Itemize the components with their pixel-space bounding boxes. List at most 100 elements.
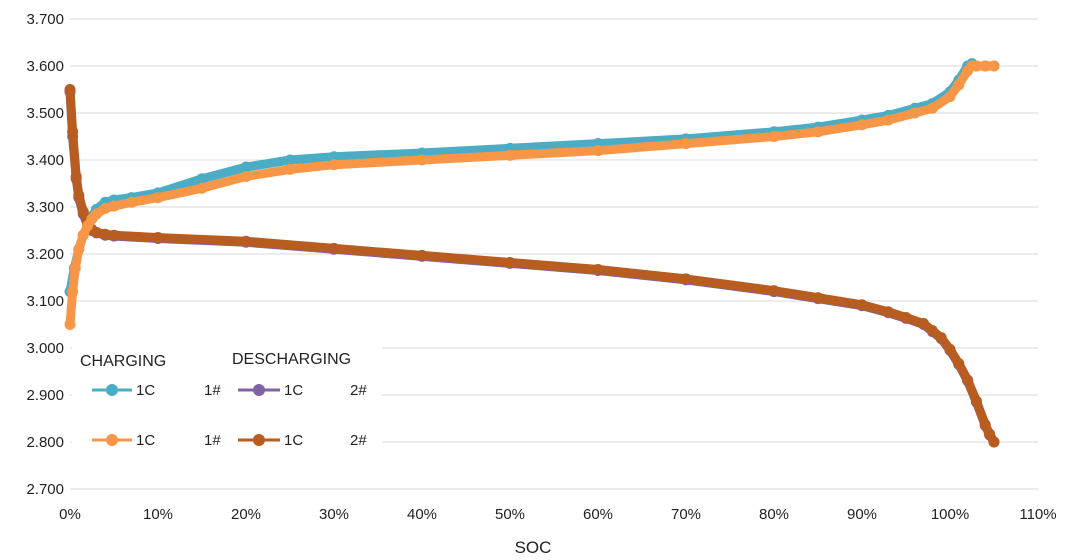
data-point <box>77 206 89 218</box>
data-point <box>944 343 956 355</box>
data-point <box>504 256 516 268</box>
x-tick-label: 80% <box>759 506 789 523</box>
legend-label: 1C <box>136 432 155 449</box>
data-point <box>67 286 79 298</box>
data-point <box>99 228 111 240</box>
data-point <box>196 182 208 194</box>
series-line <box>65 59 999 297</box>
data-point <box>90 226 102 238</box>
data-point <box>240 235 252 247</box>
legend-header-charging: CHARGING <box>80 353 166 370</box>
legend-label: 1C <box>284 432 303 449</box>
x-tick-label: 30% <box>319 506 349 523</box>
legend-entry-charging-1c-3: 1C 1# <box>92 432 221 449</box>
data-point <box>196 173 208 185</box>
y-axis-ticks: 2.700 2.800 2.900 3.000 3.100 3.200 3.300 3.400… <box>26 11 64 498</box>
x-tick-label: 50% <box>495 506 525 523</box>
data-point <box>416 154 428 166</box>
legend-tag: 1# <box>204 432 221 449</box>
x-tick-label: 10% <box>143 506 173 523</box>
data-point <box>953 79 965 91</box>
legend-entry-charging-1c-1: 1C 1# <box>92 382 221 399</box>
legend-header-discharging: DESCHARGING <box>232 351 351 368</box>
data-point <box>108 229 120 241</box>
data-point <box>240 170 252 182</box>
data-point <box>953 358 965 370</box>
legend-label: 1C <box>284 382 303 399</box>
data-point <box>926 325 938 337</box>
data-point <box>99 202 111 214</box>
series-2 <box>64 60 1000 330</box>
data-point <box>90 208 102 220</box>
data-point <box>856 119 868 131</box>
data-point <box>680 138 692 150</box>
y-tick-label: 3.000 <box>26 340 64 357</box>
data-point <box>126 196 138 208</box>
x-tick-label: 70% <box>671 506 701 523</box>
data-point <box>882 114 894 126</box>
x-tick-label: 40% <box>407 506 437 523</box>
data-point <box>812 126 824 138</box>
data-point <box>979 419 991 431</box>
data-point <box>77 229 89 241</box>
data-point <box>152 192 164 204</box>
legend-tag: 1# <box>204 382 221 399</box>
data-point <box>64 319 76 330</box>
y-tick-label: 3.200 <box>26 246 64 263</box>
data-point <box>328 151 340 163</box>
legend-tag: 2# <box>350 382 367 399</box>
data-point <box>988 60 1000 72</box>
data-point <box>979 60 991 72</box>
x-tick-label: 110% <box>1019 506 1056 523</box>
x-tick-label: 20% <box>231 506 261 523</box>
data-point <box>240 161 252 173</box>
y-tick-label: 3.500 <box>26 105 64 122</box>
y-tick-label: 2.900 <box>26 387 64 404</box>
data-point <box>944 91 956 103</box>
data-point <box>909 107 921 119</box>
series-lines <box>64 58 1000 448</box>
data-point <box>73 189 85 201</box>
y-tick-label: 3.600 <box>26 58 64 75</box>
data-point <box>970 60 982 72</box>
data-point <box>988 436 1000 448</box>
data-point <box>592 145 604 157</box>
legend-tag: 2# <box>350 432 367 449</box>
data-point <box>680 273 692 285</box>
y-tick-label: 3.400 <box>26 152 64 169</box>
data-point <box>592 264 604 276</box>
y-tick-label: 2.700 <box>26 481 64 498</box>
data-point <box>812 292 824 304</box>
data-point <box>970 395 982 407</box>
x-tick-label: 100% <box>931 506 969 523</box>
data-point <box>328 159 340 171</box>
series-line <box>65 61 999 329</box>
data-point <box>284 154 296 166</box>
data-point <box>935 332 947 344</box>
data-point <box>64 84 76 95</box>
data-point <box>328 242 340 254</box>
data-point <box>882 306 894 318</box>
x-axis-ticks: 0% 10% 20% 30% 40% 50% 60% 70% 80% 90% 100% 110% <box>59 506 1056 523</box>
legend-entry-discharging-1c-2: 1C 2# <box>238 382 367 399</box>
x-tick-label: 0% <box>59 506 81 523</box>
data-point <box>67 126 79 138</box>
y-tick-label: 3.300 <box>26 199 64 216</box>
data-point <box>918 318 930 330</box>
data-point <box>504 149 516 161</box>
data-point <box>900 311 912 323</box>
data-point <box>768 285 780 297</box>
legend: CHARGING DESCHARGING 1C 1# 1C 2# 1C 1# 1… <box>72 346 382 466</box>
data-point <box>152 232 164 244</box>
data-point <box>856 299 868 311</box>
x-tick-label: 60% <box>583 506 613 523</box>
legend-label: 1C <box>136 382 155 399</box>
y-tick-label: 3.100 <box>26 293 64 310</box>
y-tick-label: 3.700 <box>26 11 64 28</box>
x-axis-title: SOC <box>515 538 552 557</box>
data-point <box>73 243 85 255</box>
data-point <box>69 262 81 274</box>
data-point <box>416 249 428 261</box>
data-point <box>108 200 120 212</box>
